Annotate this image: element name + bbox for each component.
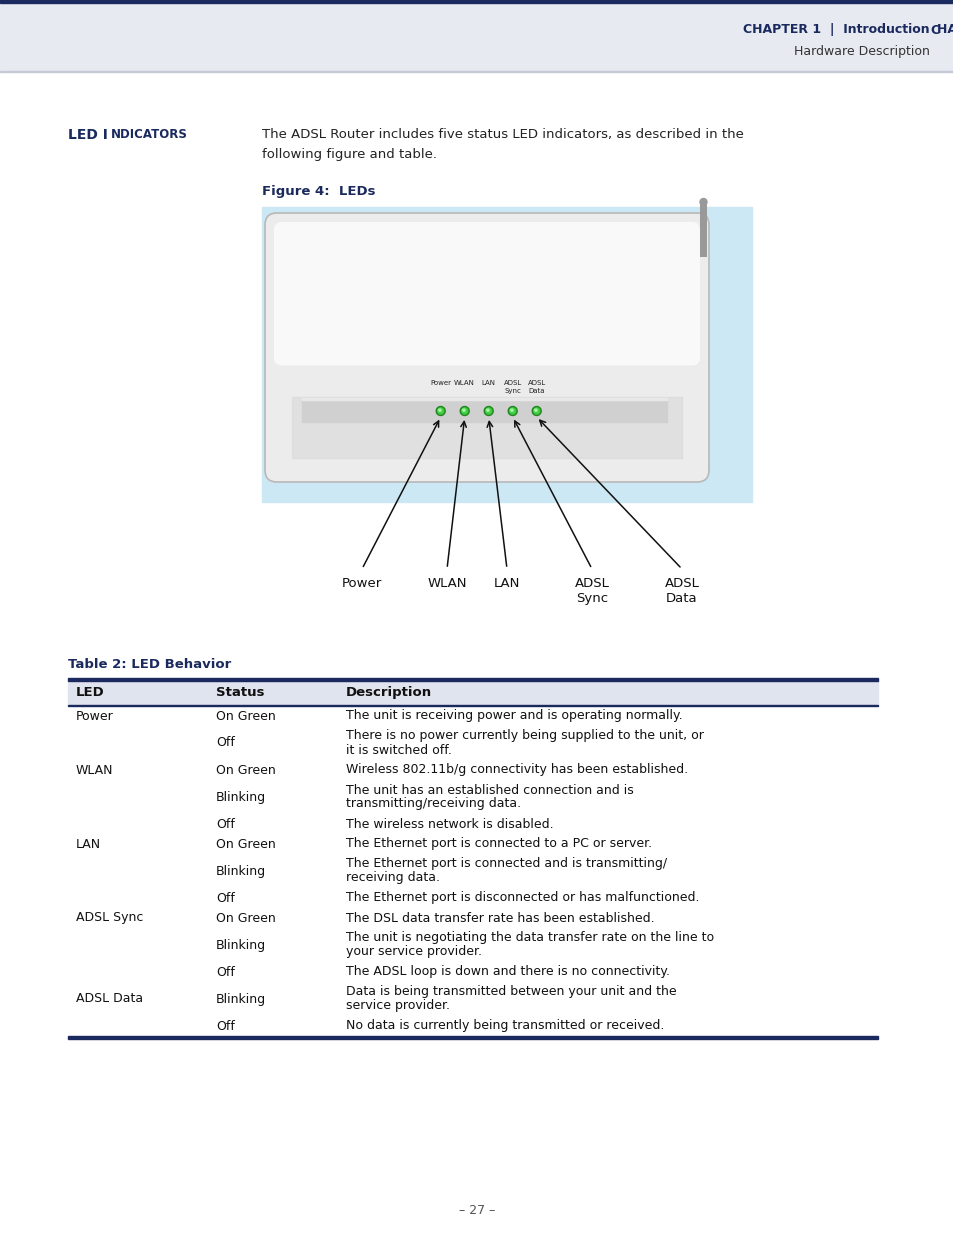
Text: ADSL: ADSL [574, 577, 609, 590]
Circle shape [508, 406, 517, 415]
Text: LED I: LED I [68, 128, 108, 142]
Text: ADSL: ADSL [664, 577, 699, 590]
Bar [68, 1036, 877, 1039]
Text: On Green: On Green [215, 709, 275, 722]
Text: HAPTER 1  |: HAPTER 1 | [936, 23, 953, 37]
FancyBboxPatch shape [265, 212, 708, 482]
Circle shape [532, 406, 540, 415]
Circle shape [438, 409, 440, 411]
Text: The unit is receiving power and is operating normally.: The unit is receiving power and is opera… [346, 709, 682, 722]
Circle shape [510, 409, 513, 411]
Text: CHAPTER 1  |  Introduction: CHAPTER 1 | Introduction [742, 23, 929, 37]
Text: LAN: LAN [76, 837, 101, 851]
Text: Sync: Sync [504, 388, 520, 394]
Text: Description: Description [346, 685, 432, 699]
Text: Blinking: Blinking [215, 864, 266, 878]
Text: The unit is negotiating the data transfer rate on the line to: The unit is negotiating the data transfe… [346, 931, 714, 945]
Circle shape [485, 408, 491, 414]
Circle shape [459, 406, 469, 415]
Text: LED: LED [76, 685, 105, 699]
Text: Table 2: LED Behavior: Table 2: LED Behavior [68, 658, 231, 671]
Text: service provider.: service provider. [346, 999, 450, 1013]
Text: ADSL Data: ADSL Data [76, 993, 143, 1005]
Circle shape [436, 406, 445, 415]
Text: Hardware Description: Hardware Description [793, 46, 929, 58]
FancyBboxPatch shape [274, 222, 700, 366]
Text: The ADSL loop is down and there is no connectivity.: The ADSL loop is down and there is no co… [346, 966, 669, 978]
Text: The Ethernet port is connected and is transmitting/: The Ethernet port is connected and is tr… [346, 857, 666, 871]
Text: The DSL data transfer rate has been established.: The DSL data transfer rate has been esta… [346, 911, 654, 925]
Text: Power: Power [76, 709, 113, 722]
Bar [302, 398, 666, 400]
Circle shape [461, 408, 467, 414]
Bar [68, 678, 877, 680]
Text: transmitting/receiving data.: transmitting/receiving data. [346, 798, 520, 810]
Text: The wireless network is disabled.: The wireless network is disabled. [346, 818, 553, 830]
Text: Data is being transmitted between your unit and the: Data is being transmitted between your u… [346, 986, 676, 999]
Bar [700, 203, 706, 257]
Text: it is switched off.: it is switched off. [346, 743, 452, 757]
Text: receiving data.: receiving data. [346, 872, 439, 884]
Text: following figure and table.: following figure and table. [262, 148, 436, 161]
Text: NDICATORS: NDICATORS [111, 128, 188, 141]
Circle shape [700, 199, 706, 205]
Circle shape [437, 408, 443, 414]
Bar [68, 704, 877, 706]
Text: On Green: On Green [215, 837, 275, 851]
Circle shape [533, 408, 539, 414]
Text: ADSL Sync: ADSL Sync [76, 911, 143, 925]
Bar [0, 0, 953, 2]
Text: No data is currently being transmitted or received.: No data is currently being transmitted o… [346, 1020, 663, 1032]
Circle shape [534, 409, 537, 411]
Circle shape [462, 409, 465, 411]
Text: ADSL: ADSL [503, 380, 521, 387]
Text: Power: Power [341, 577, 382, 590]
Text: Off: Off [215, 966, 234, 978]
Text: Data: Data [528, 388, 544, 394]
Text: Off: Off [215, 818, 234, 830]
Text: Wireless 802.11b/g connectivity has been established.: Wireless 802.11b/g connectivity has been… [346, 763, 687, 777]
Text: LAN: LAN [494, 577, 519, 590]
Text: Sync: Sync [576, 592, 607, 605]
Text: Blinking: Blinking [215, 939, 266, 951]
Text: Power: Power [430, 380, 451, 387]
Text: Blinking: Blinking [215, 790, 266, 804]
Text: Data: Data [665, 592, 697, 605]
Text: LAN: LAN [481, 380, 496, 387]
Bar [262, 207, 751, 501]
Text: WLAN: WLAN [427, 577, 466, 590]
Text: There is no power currently being supplied to the unit, or: There is no power currently being suppli… [346, 730, 703, 742]
Text: C: C [929, 23, 938, 37]
Circle shape [509, 408, 516, 414]
Text: Status: Status [215, 685, 264, 699]
Text: Figure 4:  LEDs: Figure 4: LEDs [262, 185, 375, 198]
Text: The Ethernet port is connected to a PC or server.: The Ethernet port is connected to a PC o… [346, 837, 652, 851]
Text: The unit has an established connection and is: The unit has an established connection a… [346, 783, 633, 797]
Text: On Green: On Green [215, 763, 275, 777]
Text: ADSL: ADSL [527, 380, 545, 387]
Bar [0, 2, 953, 70]
Text: WLAN: WLAN [76, 763, 113, 777]
Text: – 27 –: – 27 – [458, 1203, 495, 1216]
Text: On Green: On Green [215, 911, 275, 925]
Bar [292, 396, 681, 458]
Text: your service provider.: your service provider. [346, 946, 481, 958]
Text: Off: Off [215, 736, 234, 750]
Circle shape [486, 409, 489, 411]
Text: The ADSL Router includes five status LED indicators, as described in the: The ADSL Router includes five status LED… [262, 128, 743, 141]
Bar [302, 400, 666, 422]
Text: The Ethernet port is disconnected or has malfunctioned.: The Ethernet port is disconnected or has… [346, 892, 699, 904]
Bar [68, 680, 877, 704]
Text: Off: Off [215, 1020, 234, 1032]
Text: WLAN: WLAN [454, 380, 475, 387]
Circle shape [484, 406, 493, 415]
Text: Off: Off [215, 892, 234, 904]
Text: Blinking: Blinking [215, 993, 266, 1005]
